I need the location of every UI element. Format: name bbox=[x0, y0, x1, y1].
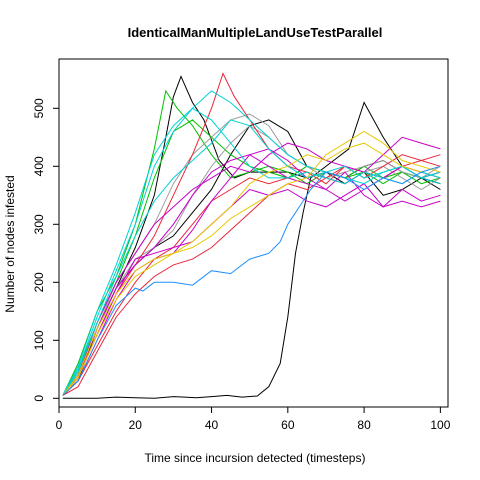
series-line-14 bbox=[62, 136, 441, 396]
x-tick-label: 100 bbox=[430, 418, 450, 432]
y-tick-label: 400 bbox=[32, 156, 46, 176]
y-tick-label: 200 bbox=[32, 272, 46, 292]
series-layer bbox=[62, 72, 441, 399]
plot-frame bbox=[58, 58, 449, 408]
series-line-1 bbox=[62, 101, 441, 399]
chart-title: IdenticalManMultipleLandUseTestParallel bbox=[128, 25, 383, 40]
y-tick-label: 300 bbox=[32, 214, 46, 234]
y-axis-label: Number of nodes infested bbox=[3, 175, 17, 312]
series-line-18 bbox=[62, 130, 441, 396]
x-tick-label: 20 bbox=[129, 418, 143, 432]
series-line-19 bbox=[62, 142, 441, 396]
y-tick-label: 500 bbox=[32, 98, 46, 118]
series-line-17 bbox=[62, 119, 441, 396]
x-tick-label: 60 bbox=[281, 418, 295, 432]
x-tick-label: 80 bbox=[357, 418, 371, 432]
x-tick-label: 0 bbox=[56, 418, 63, 432]
series-line-9 bbox=[62, 154, 441, 396]
series-line-20 bbox=[62, 165, 441, 396]
series-line-4 bbox=[62, 89, 441, 396]
series-line-15 bbox=[62, 107, 441, 396]
y-tick-label: 0 bbox=[32, 395, 46, 402]
series-line-2 bbox=[62, 75, 441, 396]
series-line-11 bbox=[62, 183, 441, 396]
x-tick-label: 40 bbox=[205, 418, 219, 432]
x-axis-label: Time since incursion detected (timesteps… bbox=[145, 451, 366, 465]
series-line-13 bbox=[62, 148, 441, 396]
series-line-16 bbox=[62, 90, 441, 396]
y-tick-label: 100 bbox=[32, 330, 46, 350]
